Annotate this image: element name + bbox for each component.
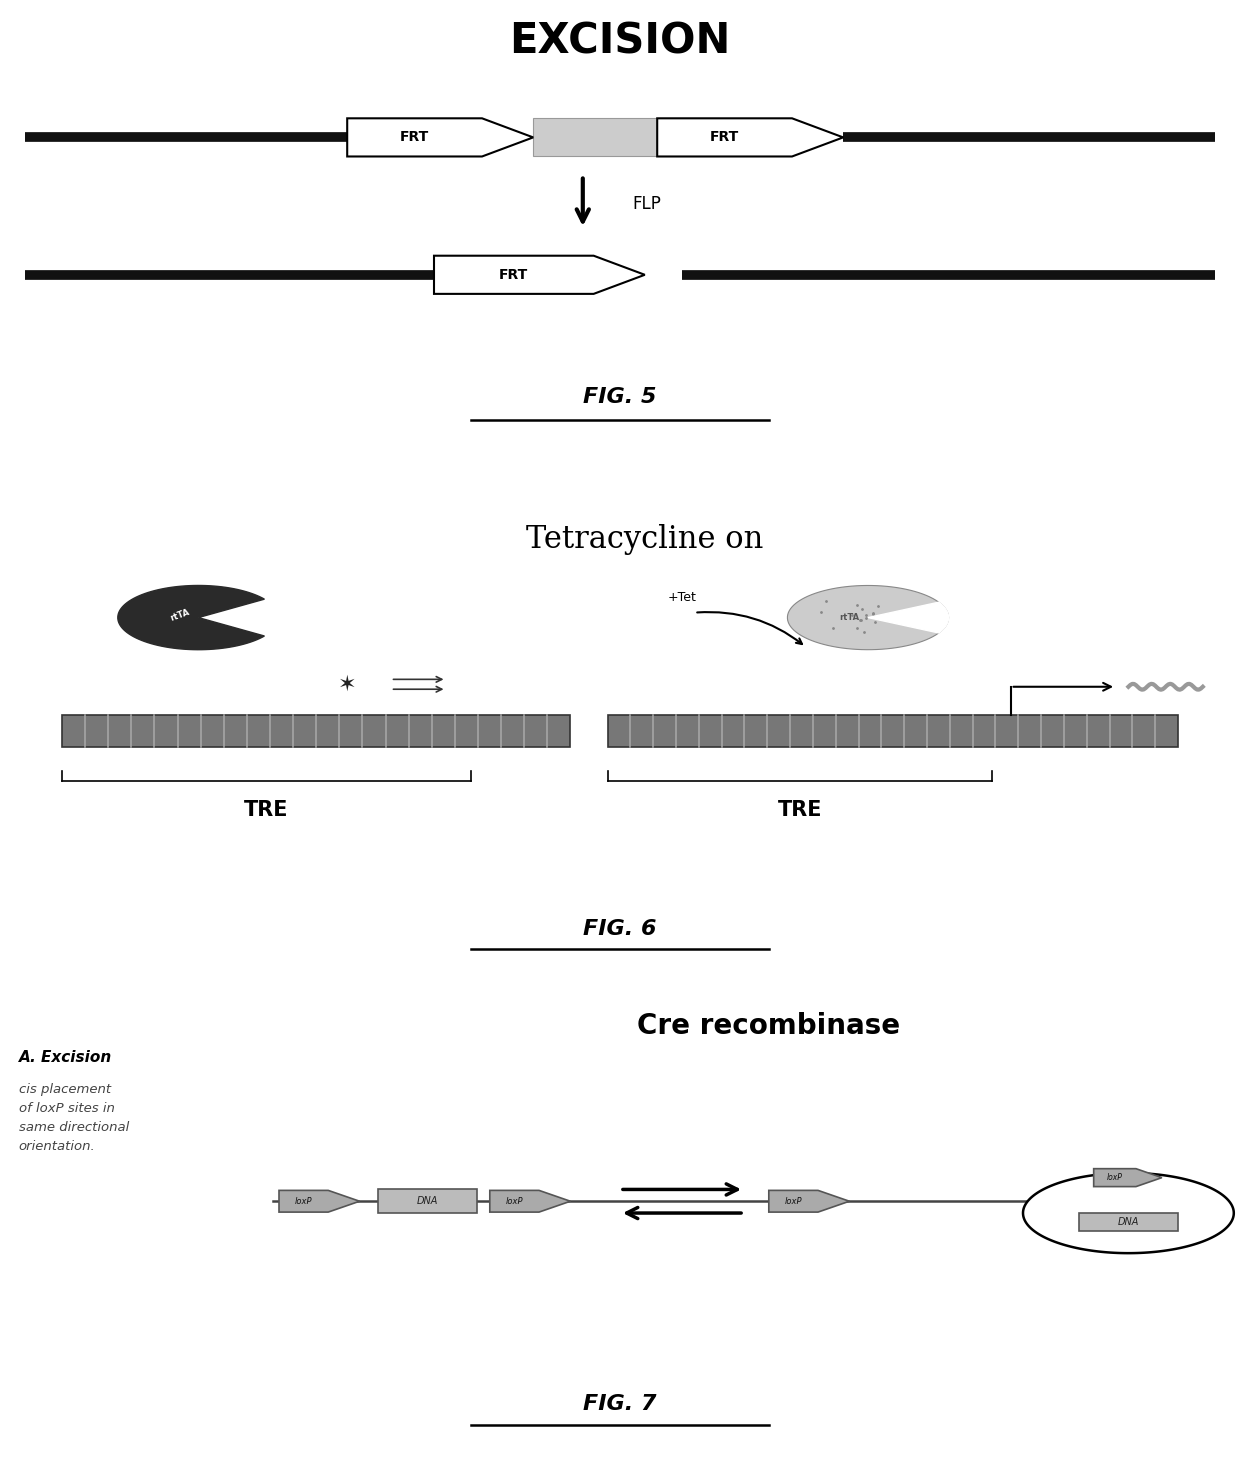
Polygon shape (434, 255, 645, 294)
Text: loxP: loxP (295, 1196, 312, 1205)
Polygon shape (279, 1190, 360, 1212)
Text: +Tet: +Tet (667, 591, 697, 605)
Text: FIG. 6: FIG. 6 (583, 919, 657, 940)
Text: cis placement
of loxP sites in
same directional
orientation.: cis placement of loxP sites in same dire… (19, 1083, 129, 1153)
Polygon shape (657, 118, 843, 156)
Text: loxP: loxP (506, 1196, 523, 1205)
Text: ✶: ✶ (337, 674, 357, 695)
Text: rtTA: rtTA (839, 614, 859, 622)
Polygon shape (868, 602, 949, 633)
Text: FRT: FRT (500, 268, 528, 282)
Text: FIG. 7: FIG. 7 (583, 1394, 657, 1415)
Polygon shape (490, 1190, 570, 1212)
FancyBboxPatch shape (1079, 1212, 1178, 1232)
Polygon shape (1023, 1173, 1234, 1254)
FancyBboxPatch shape (378, 1189, 477, 1212)
Text: loxP: loxP (1107, 1173, 1122, 1181)
Text: DNA: DNA (1117, 1217, 1140, 1227)
Text: A. Excision: A. Excision (19, 1050, 112, 1065)
Polygon shape (533, 118, 719, 156)
Polygon shape (62, 715, 570, 748)
Polygon shape (769, 1190, 849, 1212)
Polygon shape (118, 586, 264, 649)
Text: Tetracycline on: Tetracycline on (526, 524, 764, 555)
Text: rtTA: rtTA (169, 608, 191, 622)
Text: DNA: DNA (417, 1196, 439, 1207)
Text: FRT: FRT (401, 130, 429, 145)
Polygon shape (787, 586, 949, 649)
Text: TRE: TRE (244, 801, 289, 820)
Text: FRT: FRT (711, 130, 739, 145)
Text: EXCISION: EXCISION (510, 21, 730, 62)
Text: FLP: FLP (632, 195, 661, 212)
Polygon shape (347, 118, 533, 156)
Text: FIG. 5: FIG. 5 (583, 386, 657, 407)
Text: loxP: loxP (785, 1196, 802, 1205)
Polygon shape (608, 715, 1178, 748)
Polygon shape (1094, 1168, 1162, 1186)
Text: TRE: TRE (777, 801, 822, 820)
Text: Cre recombinase: Cre recombinase (637, 1012, 900, 1040)
